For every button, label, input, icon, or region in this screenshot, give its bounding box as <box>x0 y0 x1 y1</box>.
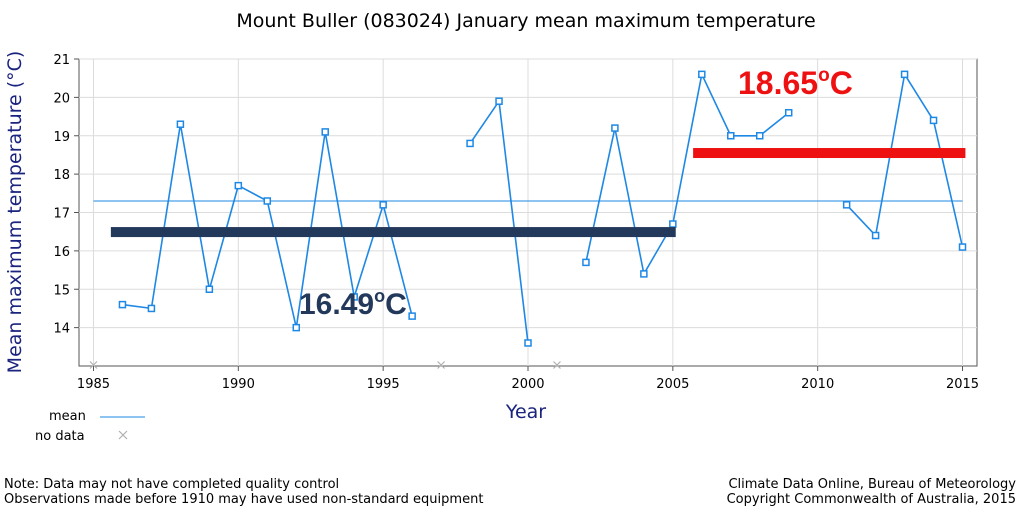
data-point <box>842 201 851 209</box>
data-point <box>727 132 735 140</box>
y-tick-label: 14 <box>53 322 70 337</box>
data-point <box>755 132 764 140</box>
y-tick-label: 18 <box>53 168 70 183</box>
x-tick-label: 2000 <box>511 377 544 392</box>
data-point <box>350 293 358 301</box>
data-point <box>669 220 677 228</box>
data-point <box>784 108 793 117</box>
data-point <box>958 243 967 251</box>
legend-no-data-swatch <box>118 430 128 440</box>
data-point <box>379 201 387 209</box>
data-point <box>263 197 272 205</box>
vertical-gridlines <box>92 59 964 366</box>
x-tick-label: 2005 <box>656 377 689 392</box>
annotation-bar-late-mean <box>693 148 966 159</box>
footer-note-line-2: Observations made before 1910 may have u… <box>4 492 483 507</box>
data-point <box>321 128 329 136</box>
y-tick-label: 17 <box>53 207 70 222</box>
data-point <box>640 270 648 278</box>
data-point <box>524 339 532 347</box>
legend-no-data-label: no data <box>35 429 85 444</box>
annotation-bar-early-mean <box>110 227 676 238</box>
y-tick-label: 19 <box>53 130 70 145</box>
data-point <box>495 97 503 105</box>
no-data-marker <box>89 361 98 369</box>
x-tick-label: 2015 <box>946 377 979 392</box>
legend-mean-label: mean <box>49 409 86 424</box>
series-layer <box>118 70 967 347</box>
no-data-markers <box>89 361 561 369</box>
data-point <box>871 231 880 240</box>
x-tick-label: 1990 <box>222 377 255 392</box>
chart-title: Mount Buller (083024) January mean maxim… <box>236 10 815 32</box>
x-axis-ticks: 1985 1990 1995 2000 2005 2010 2015 <box>77 366 979 392</box>
y-axis-title: Mean maximum temperature (°C) <box>4 51 26 374</box>
data-point <box>929 116 938 125</box>
data-point <box>176 120 185 128</box>
y-tick-label: 21 <box>53 53 70 68</box>
data-point <box>205 285 214 293</box>
x-tick-label: 2010 <box>801 377 834 392</box>
data-point <box>900 70 909 79</box>
no-data-marker <box>437 361 446 369</box>
data-point <box>582 258 590 267</box>
data-point <box>118 300 127 309</box>
data-point <box>234 181 243 190</box>
series-line <box>585 71 790 277</box>
data-point <box>147 304 156 313</box>
data-point <box>611 124 619 132</box>
data-point <box>466 139 474 148</box>
y-axis-ticks: 14 15 16 17 18 19 20 21 <box>53 53 79 337</box>
y-tick-label: 15 <box>53 283 70 298</box>
data-point <box>292 323 301 332</box>
annotation-early-mean-label: 16.49oC <box>299 286 407 321</box>
annotation-late-mean-label: 18.65oC <box>738 65 853 101</box>
data-point <box>698 70 706 79</box>
no-data-marker <box>553 361 561 369</box>
footer-source-line-2: Copyright Commonwealth of Australia, 201… <box>727 492 1016 507</box>
x-tick-label: 1995 <box>367 377 400 392</box>
x-tick-label: 1985 <box>77 377 110 392</box>
footer-source-line-1: Climate Data Online, Bureau of Meteorolo… <box>728 477 1016 492</box>
data-point <box>408 312 416 320</box>
footer-note-line-1: Note: Data may not have completed qualit… <box>4 477 339 492</box>
y-tick-label: 16 <box>53 245 70 260</box>
y-tick-label: 20 <box>53 91 70 106</box>
x-axis-title: Year <box>505 401 546 423</box>
